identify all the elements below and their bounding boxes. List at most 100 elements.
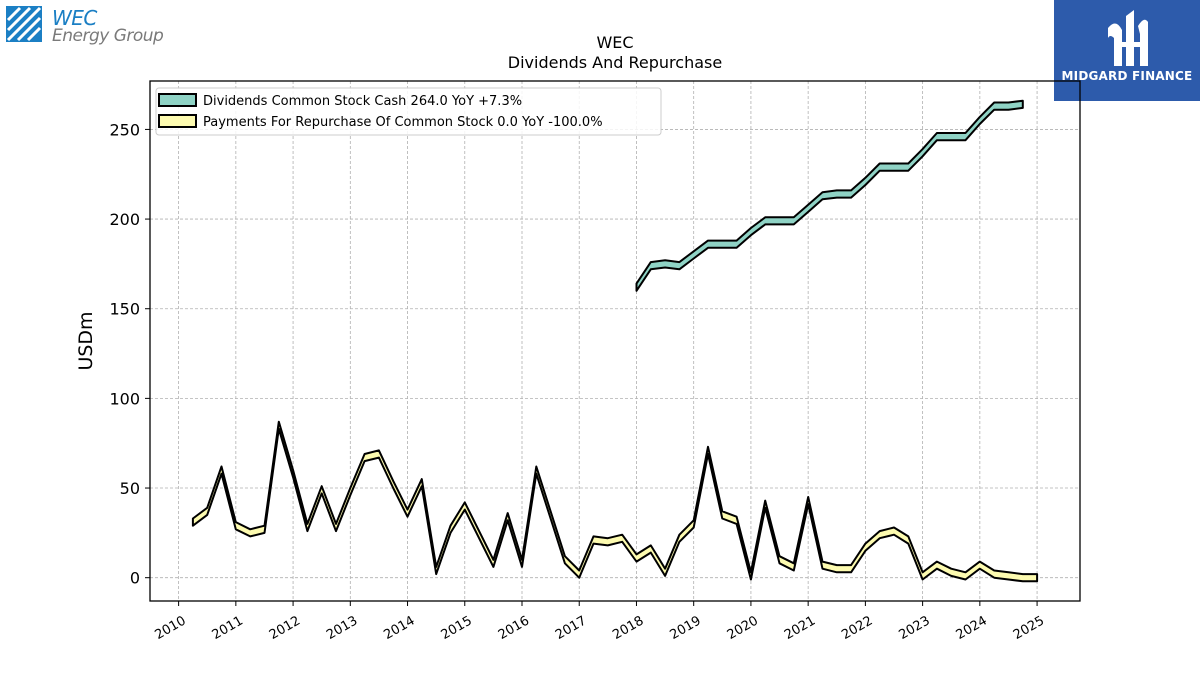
data-point	[321, 489, 322, 490]
data-point	[393, 484, 394, 485]
data-point	[1008, 575, 1009, 576]
x-tick-label: 2015	[439, 613, 475, 643]
plot-frame	[149, 80, 1081, 602]
data-point	[450, 529, 451, 530]
series-band	[191, 420, 1039, 583]
data-point	[607, 541, 608, 542]
data-point	[850, 193, 851, 194]
data-point	[478, 534, 479, 535]
data-point	[736, 520, 737, 521]
x-tick-label: 2022	[839, 613, 875, 643]
data-point	[922, 152, 923, 153]
data-point	[908, 539, 909, 540]
data-point	[994, 574, 995, 575]
data-point	[264, 529, 265, 530]
data-point	[879, 534, 880, 535]
data-point	[936, 565, 937, 566]
data-point	[493, 563, 494, 564]
data-point	[965, 136, 966, 137]
data-point	[979, 565, 980, 566]
data-point	[1008, 106, 1009, 107]
data-point	[707, 244, 708, 245]
data-point	[350, 491, 351, 492]
data-point	[564, 559, 565, 560]
data-point	[464, 505, 465, 506]
data-point	[650, 265, 651, 266]
data-point	[822, 195, 823, 196]
legend-label: Payments For Repurchase Of Common Stock …	[203, 115, 603, 130]
data-point	[994, 106, 995, 107]
data-point	[622, 538, 623, 539]
x-tick-label: 2024	[954, 613, 990, 643]
x-tick-label: 2021	[782, 613, 818, 643]
midgard-logo-icon	[1108, 10, 1148, 67]
data-point	[507, 516, 508, 517]
data-point	[664, 263, 665, 264]
legend-box	[155, 87, 662, 136]
x-tick-label: 2011	[210, 613, 246, 643]
data-point	[936, 136, 937, 137]
data-point	[722, 514, 723, 515]
x-axis-ticks: 2010 2011 2012 2013 2014 2015 2016 2017 2018 2019…	[152, 601, 1047, 643]
legend: Dividends Common Stock Cash 264.0 YoY +7…	[155, 87, 662, 136]
y-tick-label: 50	[120, 479, 140, 498]
data-point	[1036, 577, 1037, 578]
wec-logo-line1: WEC	[52, 6, 97, 30]
grid-lines	[150, 81, 1080, 601]
x-tick-label: 2019	[668, 613, 704, 643]
data-point	[436, 570, 437, 571]
data-point	[822, 565, 823, 566]
data-point	[650, 548, 651, 549]
series-band	[635, 99, 1024, 292]
series-layer	[191, 99, 1039, 583]
data-point	[221, 470, 222, 471]
x-tick-label: 2014	[381, 613, 417, 643]
data-point	[593, 539, 594, 540]
data-point	[250, 532, 251, 533]
data-point	[636, 557, 637, 558]
legend-swatch	[158, 93, 197, 107]
data-point	[793, 566, 794, 567]
chart-title: WEC	[596, 33, 633, 52]
data-point	[736, 244, 737, 245]
data-point	[364, 457, 365, 458]
data-point	[893, 166, 894, 167]
y-tick-label: 100	[109, 389, 140, 408]
data-point	[679, 538, 680, 539]
data-point	[707, 450, 708, 451]
y-tick-label: 0	[130, 569, 140, 588]
chart-subtitle: Dividends And Repurchase	[508, 53, 722, 72]
data-point	[779, 559, 780, 560]
data-point	[865, 181, 866, 182]
x-tick-label: 2020	[725, 613, 761, 643]
data-point	[407, 513, 408, 514]
x-tick-label: 2023	[896, 613, 932, 643]
data-point	[765, 504, 766, 505]
data-point	[378, 453, 379, 454]
y-axis-ticks: 0 50 100 150 200 250	[109, 120, 150, 588]
data-point	[908, 166, 909, 167]
data-point	[850, 568, 851, 569]
data-point	[951, 572, 952, 573]
data-point	[965, 575, 966, 576]
x-tick-label: 2012	[267, 613, 303, 643]
y-tick-label: 200	[109, 210, 140, 229]
y-tick-label: 150	[109, 300, 140, 319]
midgard-finance-badge: MIDGARD FINANCE	[1054, 0, 1200, 101]
data-point	[521, 563, 522, 564]
data-point	[1022, 577, 1023, 578]
midgard-finance-label: MIDGARD FINANCE	[1061, 69, 1193, 83]
data-point	[636, 287, 637, 288]
data-point	[979, 120, 980, 121]
x-tick-label: 2010	[152, 613, 188, 643]
data-point	[865, 547, 866, 548]
data-point	[836, 193, 837, 194]
data-point	[693, 523, 694, 524]
x-tick-label: 2017	[553, 613, 589, 643]
data-point	[292, 473, 293, 474]
data-point	[421, 482, 422, 483]
y-axis-label: USDm	[75, 311, 97, 370]
data-point	[750, 575, 751, 576]
wec-logo-line2: Energy Group	[52, 26, 164, 46]
